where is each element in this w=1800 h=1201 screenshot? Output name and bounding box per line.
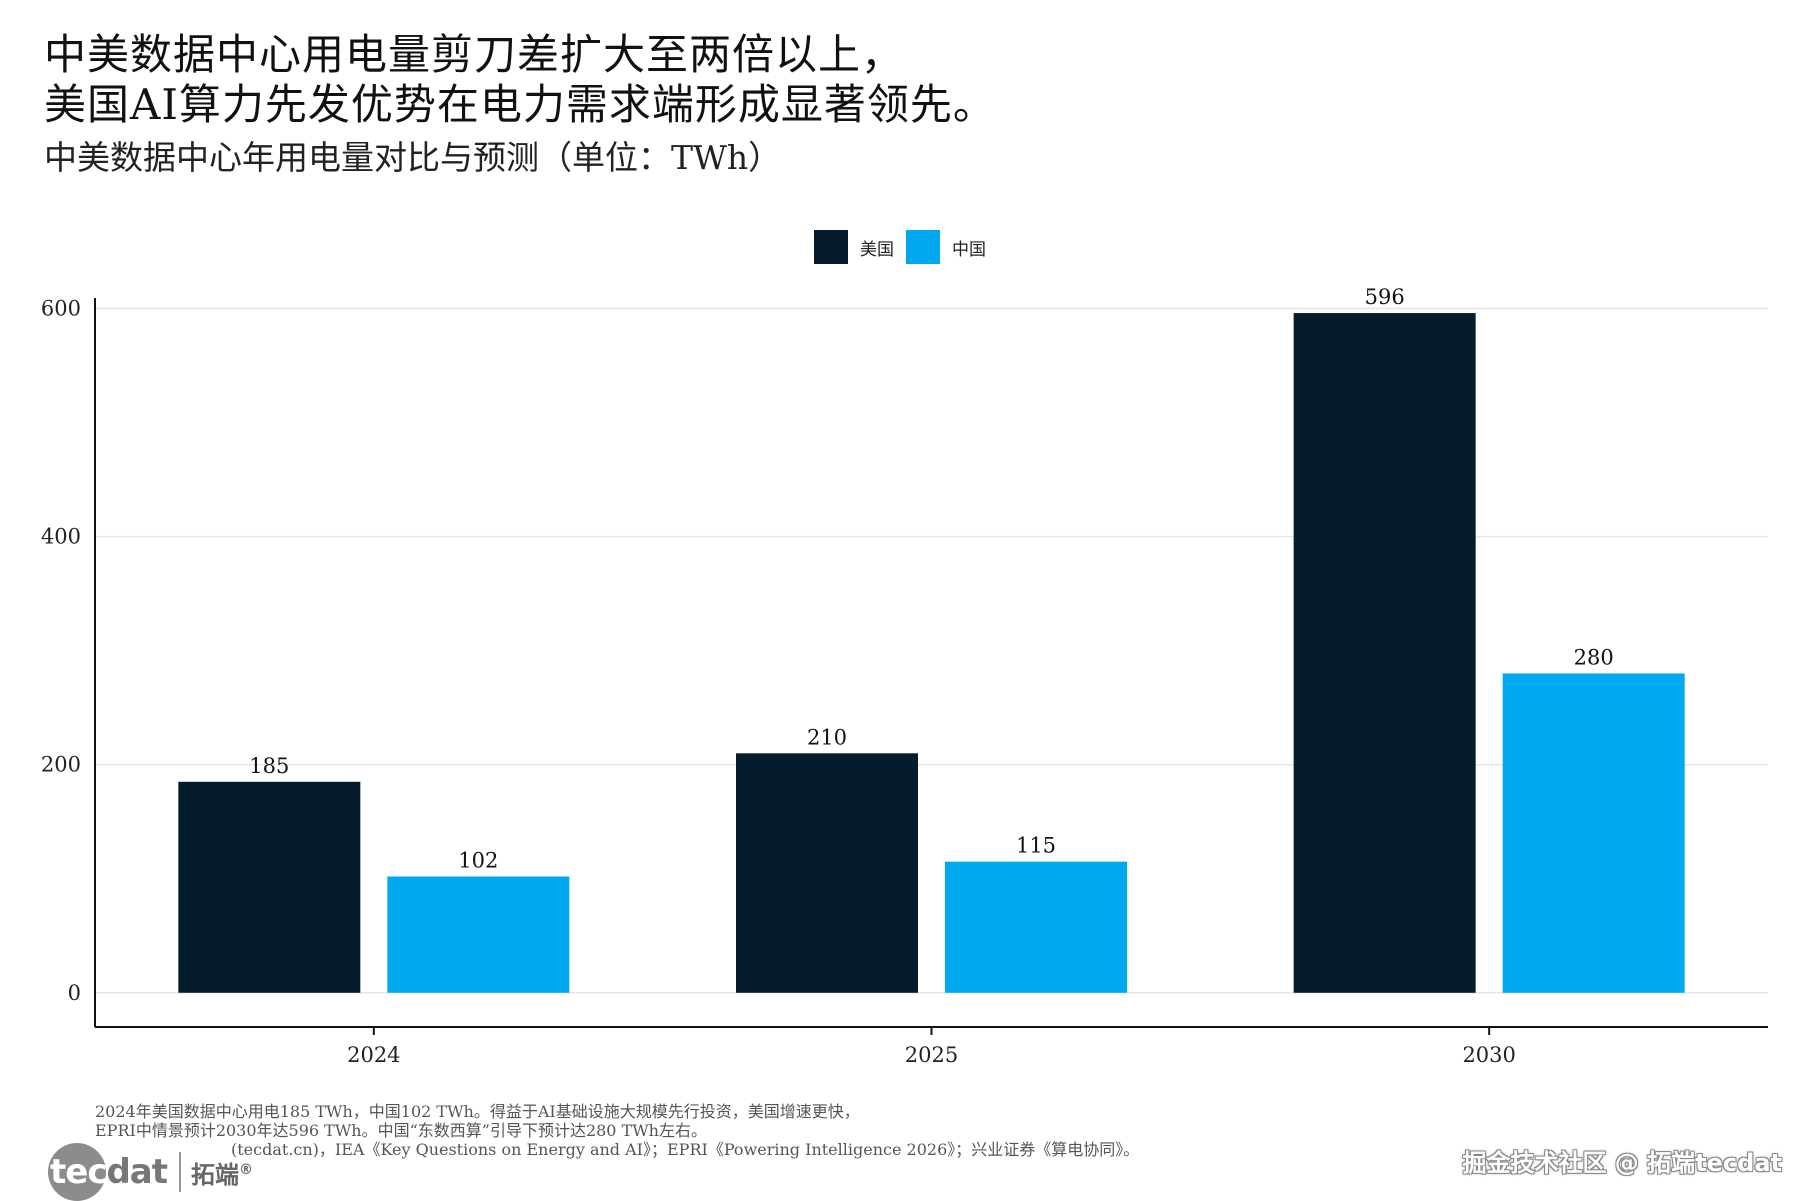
legend-label-us: 美国 <box>860 239 894 260</box>
title-line-2: 美国AI算力先发优势在电力需求端形成显著领先。 <box>44 80 996 129</box>
logo-cn-text: 拓端 <box>191 1160 240 1189</box>
legend-swatch-china <box>906 230 940 264</box>
bar-us-2024 <box>178 781 361 993</box>
footnote-line-2: EPRI中情景预计2030年达596 TWh。中国“东数西算”引导下预计达280… <box>95 1121 707 1140</box>
data-label-us-2030: 596 <box>1365 285 1405 309</box>
tecdat-logo: tec dat 拓端® <box>48 1143 253 1201</box>
y-tick-label-0: 0 <box>68 981 81 1005</box>
logo-tec: tec <box>50 1152 107 1192</box>
bar-china-2030 <box>1502 673 1685 993</box>
data-label-us-2025: 210 <box>807 725 847 749</box>
logo-reg: ® <box>239 1161 254 1178</box>
data-label-us-2024: 185 <box>249 754 289 778</box>
logo-dat: dat <box>106 1152 168 1192</box>
legend: 美国 中国 <box>0 229 1800 265</box>
bar-us-2030 <box>1293 313 1476 993</box>
x-tick-label-2030: 2030 <box>1462 1043 1515 1067</box>
legend-item-china: 中国 <box>906 230 986 264</box>
watermark: 掘金技术社区 @ 拓端tecdat <box>1462 1149 1782 1177</box>
logo-divider <box>179 1152 182 1192</box>
bar-china-2024 <box>387 876 570 993</box>
y-tick-label-200: 200 <box>41 753 81 777</box>
legend-label-china: 中国 <box>952 239 986 260</box>
footnote-line-1: 2024年美国数据中心用电185 TWh，中国102 TWh。得益于AI基础设施… <box>95 1102 860 1121</box>
chart-title: 中美数据中心用电量剪刀差扩大至两倍以上， 美国AI算力先发优势在电力需求端形成显… <box>44 30 1744 130</box>
bar-chart: 0 200 400 600 2024 185 102 2025 210 115 2030 596 280 <box>41 285 1768 1067</box>
chart-subtitle: 中美数据中心年用电量对比与预测（单位：TWh） <box>44 138 782 177</box>
logo-wordmark: tec dat <box>48 1152 168 1192</box>
data-label-china-2024: 102 <box>458 848 498 872</box>
bar-us-2025 <box>736 753 918 993</box>
x-tick-label-2024: 2024 <box>347 1043 400 1067</box>
footnote-line-3: (tecdat.cn)，IEA《Key Questions on Energy … <box>231 1140 1140 1159</box>
legend-item-us: 美国 <box>814 230 894 264</box>
logo-circle-icon <box>48 1143 106 1201</box>
footnote: 2024年美国数据中心用电185 TWh，中国102 TWh。得益于AI基础设施… <box>95 1102 1139 1159</box>
bar-china-2025 <box>945 861 1127 993</box>
x-tick-label-2025: 2025 <box>905 1043 958 1067</box>
logo-cn: 拓端® <box>191 1155 253 1190</box>
data-label-china-2025: 115 <box>1016 834 1056 858</box>
data-label-china-2030: 280 <box>1574 645 1614 669</box>
title-line-1: 中美数据中心用电量剪刀差扩大至两倍以上， <box>44 30 905 79</box>
y-tick-label-600: 600 <box>41 297 81 321</box>
legend-swatch-us <box>814 230 848 264</box>
y-tick-label-400: 400 <box>41 525 81 549</box>
